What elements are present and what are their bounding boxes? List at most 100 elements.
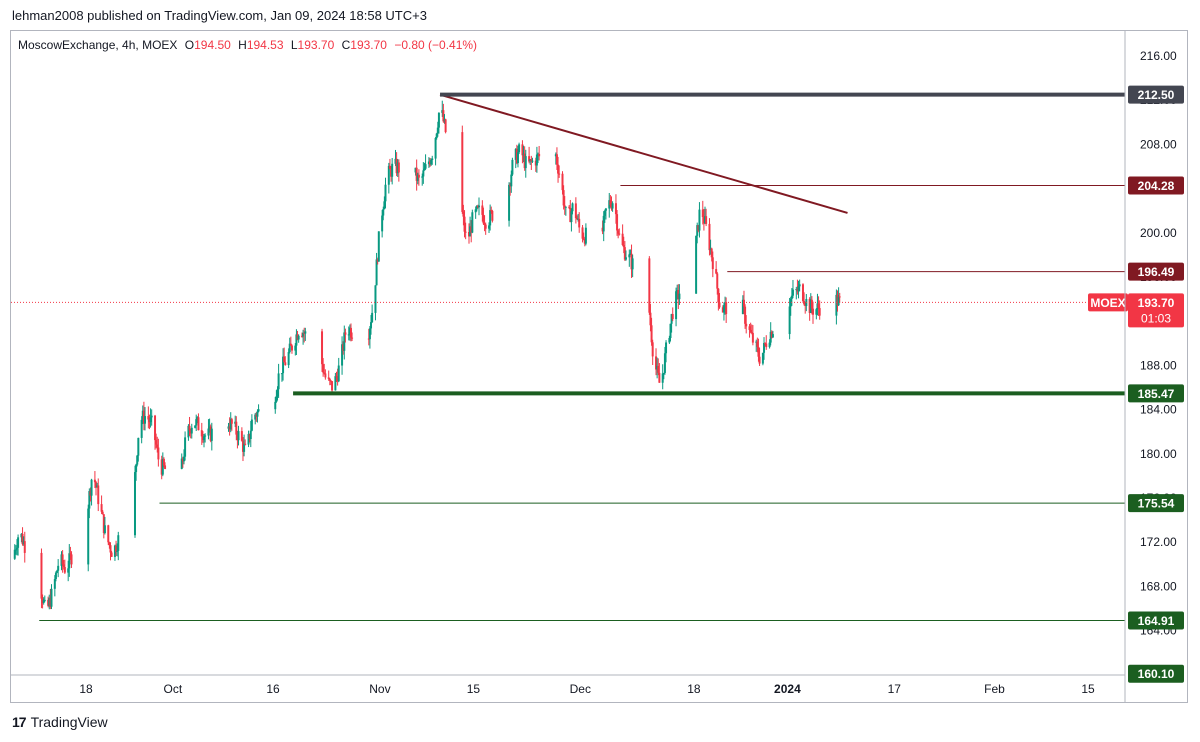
candle-body [331,381,334,391]
candle-body [304,331,307,334]
candle-body [581,227,584,239]
candle-body [742,299,745,307]
candle-body [537,153,540,155]
candle-body [287,352,290,366]
candle-body [188,425,191,431]
time-tick-label: 18 [79,682,93,696]
candle-body [367,338,370,340]
candle-body [770,331,773,338]
candle-body [725,302,728,315]
candle-body [601,227,604,232]
candle-body [535,154,538,166]
candle-body [836,294,839,306]
candle-body [523,153,526,169]
candle-body [476,206,479,208]
candle-body [469,226,472,237]
candle-body [207,428,210,436]
candle-body [771,334,774,338]
candle-body [702,217,705,224]
candle-body [650,325,653,343]
candle-body [649,312,652,326]
candle-body [441,110,444,113]
candle-body [709,248,712,251]
candle-body [156,444,159,448]
candle-body [443,119,446,122]
candle-body [665,342,668,354]
candle-body [235,421,238,435]
candle-body [388,165,391,170]
candle-body [303,332,306,334]
candle-body [200,430,203,437]
candle-body [568,206,571,208]
support-185-47-label: 185.47 [1138,387,1175,401]
candle-body [530,159,533,162]
candle-body [382,209,385,216]
candle-body [324,373,327,378]
candle-body [611,203,614,209]
candle-body [582,238,585,240]
candle-body [23,541,26,553]
candle-body [228,426,231,430]
candle-body [558,173,561,175]
candle-body [49,598,52,607]
candle-body [384,184,387,202]
candle-body [511,159,514,175]
candle-body [751,332,754,343]
tradingview-footer[interactable]: 17 TradingView [12,714,108,730]
candle-body [394,158,397,164]
candle-body [578,218,581,228]
candle-body [761,352,764,364]
candle-body [101,511,104,515]
time-tick-label: Feb [984,682,1005,696]
candle-body [510,174,513,187]
candle-body [508,184,511,221]
candle-body [616,214,619,231]
candle-body [157,447,160,460]
candle-body [482,214,485,224]
candle-body [414,167,417,173]
candle-body [184,437,187,457]
level-175-54-tag [1128,494,1184,513]
candle-body [254,414,257,420]
candle-body [387,165,390,185]
symbol-info: MoscowExchange, 4h, MOEX [18,38,178,52]
candle-body [603,210,606,216]
candle-body [423,168,426,171]
candle-body [677,290,680,300]
candle-body [538,153,541,157]
candle-body [474,209,477,213]
candle-body [708,223,711,251]
candle-body [815,309,818,315]
candle-body [522,153,525,156]
candle-body [621,233,624,245]
candle-body [109,545,112,553]
candle-body [722,305,725,313]
candle-body [715,269,718,274]
candle-body [741,299,744,315]
candle-body [328,378,331,381]
candle-body [142,410,145,424]
symbol-tag-label: MOEX [1090,296,1125,310]
candle-body [678,293,681,300]
candle-body [230,419,233,424]
price-tag [1128,293,1184,328]
candle-body [321,331,324,365]
candle-body [808,298,811,313]
candle-body [187,425,190,438]
candle-body [698,209,701,231]
candle-body [149,417,152,423]
candle-body [15,547,18,550]
candle-body [210,428,213,441]
price-tick-label: 168.00 [1140,579,1177,593]
candle-body [347,334,350,336]
candle-body [147,416,150,420]
candle-body [294,345,297,351]
candle-body [63,567,66,573]
candle-body [816,303,819,310]
candle-body [133,472,136,536]
candle-body [204,435,207,437]
candle-body [290,345,293,351]
candle-body [141,410,144,420]
candle-body [243,443,246,452]
